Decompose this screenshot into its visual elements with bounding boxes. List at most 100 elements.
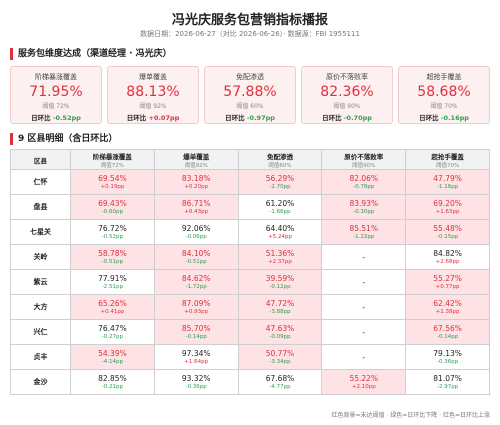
summary-cards: 阶梯暴涨覆盖 71.95% 阈值 72% 日环比 -0.52pp 爆单覆盖 88.13% 阈…	[10, 66, 490, 124]
metric-delta: 日环比 -0.16pp	[399, 112, 489, 122]
cell-delta: -0.21pp	[101, 384, 123, 390]
cell-value: 84.10%	[181, 249, 211, 258]
metric-cell: 55.22% +2.10pp	[321, 369, 407, 395]
cell-value: 76.47%	[98, 324, 127, 333]
column-header: 超抢手覆盖 阈值70%	[405, 149, 490, 170]
cell-value: 47.79%	[433, 174, 462, 183]
column-header: 区县	[10, 149, 71, 170]
metric-cell: 55.27% +0.77pp	[405, 269, 490, 295]
cell-value: 67.68%	[265, 374, 295, 383]
metric-cell: -	[321, 319, 407, 345]
cell-value: 69.20%	[433, 199, 462, 208]
district-row: 盘县 69.43% -0.60pp 86.71% +0.43pp 61.20% -1.66p…	[10, 194, 490, 220]
district-name: 金沙	[10, 369, 71, 395]
cell-value: 92.06%	[181, 224, 211, 233]
cell-value: 79.13%	[433, 349, 462, 358]
cell-value: 82.06%	[349, 174, 379, 183]
cell-delta: +0.93pp	[184, 309, 209, 315]
table-body: 仁怀 69.54% +0.19pp 83.18% +0.20pp 56.29% -2.70p…	[10, 169, 490, 395]
cell-value: 51.36%	[265, 249, 295, 258]
metric-value: 88.13%	[126, 84, 180, 100]
page-subtitle: 数据日期：2026-06-27（对比 2026-06-26）· 数据源：FBI …	[140, 30, 360, 38]
cell-delta: -2.70pp	[269, 184, 291, 190]
cell-value: 81.07%	[433, 374, 462, 383]
delta-label: 日环比	[322, 114, 342, 122]
metric-cell: 84.10% -0.51pp	[153, 244, 239, 270]
column-threshold: 阈值70%	[435, 162, 460, 169]
metric-label: 超抢手覆盖	[426, 73, 462, 81]
metric-threshold: 阈值 92%	[139, 103, 167, 110]
delta-value: -0.16pp	[440, 114, 469, 122]
metric-cell: -	[321, 244, 407, 270]
column-label: 免配渗透	[266, 152, 293, 161]
metric-cell: 87.09% +0.93pp	[153, 294, 239, 320]
column-header: 阶梯暴涨覆盖 阈值72%	[70, 149, 155, 170]
metric-cell: 83.93% -0.30pp	[321, 194, 407, 220]
metric-threshold: 阈值 70%	[430, 103, 458, 110]
column-label: 原价不落败率	[344, 152, 384, 161]
cell-delta: -4.77pp	[269, 384, 291, 390]
cell-delta: -0.51pp	[185, 259, 207, 265]
delta-label: 日环比	[419, 114, 439, 122]
spacer	[0, 124, 500, 133]
cell-delta: +0.20pp	[184, 184, 209, 190]
column-label: 超抢手覆盖	[431, 152, 464, 161]
cell-value: -	[362, 252, 366, 262]
cell-delta: -0.15pp	[436, 234, 459, 240]
legend-note: 红色背景=未达阈值 · 绿色=日环比下降 · 红色=日环比上涨	[331, 412, 490, 419]
cell-value: 39.59%	[265, 274, 295, 283]
cell-delta: -0.78pp	[353, 184, 375, 190]
district-name: 兴仁	[10, 319, 71, 345]
district-name: 大方	[10, 294, 71, 320]
cell-value: 84.62%	[181, 274, 211, 283]
metric-cell: 84.82% +2.68pp	[405, 244, 490, 270]
delta-value: +0.07pp	[148, 114, 180, 122]
delta-label: 日环比	[31, 114, 51, 122]
cell-value: 97.34%	[181, 349, 211, 358]
metric-cell: 83.18% +0.20pp	[153, 169, 239, 195]
metric-cell: 67.56% -0.14pp	[405, 319, 490, 345]
metric-threshold: 阈值 72%	[42, 103, 70, 110]
metric-cell: 77.91% -2.51pp	[70, 269, 155, 295]
metric-cell: 64.40% +5.24pp	[237, 219, 323, 245]
metric-delta: 日环比 -0.52pp	[11, 112, 101, 122]
cell-delta: -3.88pp	[269, 309, 291, 315]
metric-threshold: 阈值 60%	[236, 103, 264, 110]
metric-value: 71.95%	[29, 84, 83, 100]
cell-value: 54.39%	[98, 349, 127, 358]
metric-cell: 65.26% +0.41pp	[70, 294, 155, 320]
cell-delta: +0.77pp	[435, 284, 460, 290]
cell-delta: +1.63pp	[435, 209, 460, 215]
column-header: 爆单覆盖 阈值92%	[153, 149, 239, 170]
metric-cell: 47.72% -3.88pp	[237, 294, 323, 320]
cell-value: 58.78%	[98, 249, 127, 258]
cell-value: 69.43%	[98, 199, 127, 208]
metric-cell: 61.20% -1.66pp	[237, 194, 323, 220]
delta-label: 日环比	[225, 114, 245, 122]
metric-value: 58.68%	[417, 84, 471, 100]
cell-value: 93.32%	[181, 374, 211, 383]
metric-value: 82.36%	[320, 84, 374, 100]
delta-label: 日环比	[126, 114, 147, 122]
metric-cell: -	[321, 294, 407, 320]
district-row: 七星关 76.72% -0.52pp 92.06% -0.06pp 64.40% +5.24…	[10, 219, 490, 245]
cell-value: 82.85%	[98, 374, 127, 383]
cell-delta: -0.36pp	[436, 359, 459, 365]
section-title: 服务包维度达成（渠道经理 · 冯光庆）	[10, 48, 490, 60]
metric-cell: 47.79% -1.16pp	[405, 169, 490, 195]
cell-value: -	[362, 352, 366, 362]
cell-value: 84.82%	[433, 249, 462, 258]
metric-delta: 日环比 +0.07pp	[108, 112, 198, 122]
district-name: 仁怀	[10, 169, 71, 195]
column-threshold: 阈值92%	[184, 162, 208, 169]
metric-cell: 58.78% -0.51pp	[70, 244, 155, 270]
cell-value: 86.71%	[181, 199, 211, 208]
district-name: 关岭	[10, 244, 71, 270]
cell-delta: +0.43pp	[184, 209, 209, 215]
metric-cell: 82.85% -0.21pp	[70, 369, 155, 395]
column-label: 阶梯暴涨覆盖	[92, 152, 132, 161]
cell-value: 47.72%	[265, 299, 295, 308]
metric-delta: 日环比 -0.97pp	[205, 112, 295, 122]
metric-cell: 69.43% -0.60pp	[70, 194, 155, 220]
metric-cell: 82.06% -0.78pp	[321, 169, 407, 195]
